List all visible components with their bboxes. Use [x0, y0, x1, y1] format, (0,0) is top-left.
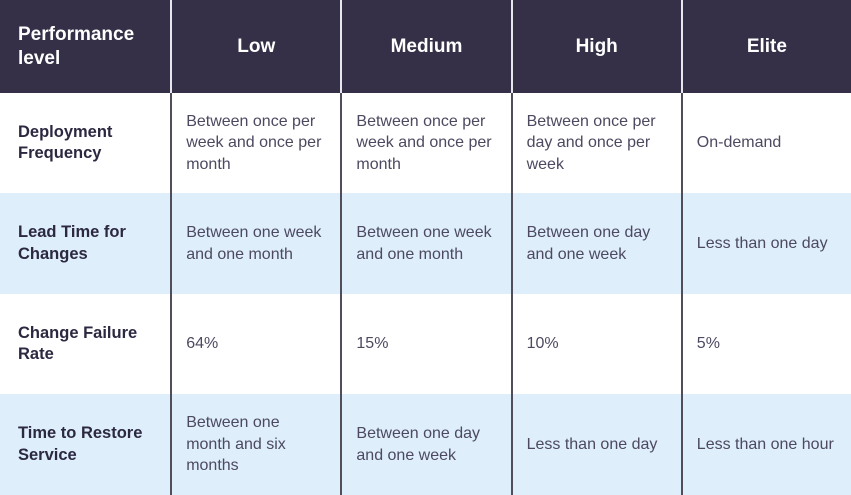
- change-failure-rate-medium-cell: 15%: [340, 294, 511, 394]
- cell-text: Between once per week and once per month: [186, 112, 322, 173]
- cell-text: Between once per week and once per month: [356, 112, 492, 173]
- cell-text: Between one day and one week: [356, 424, 481, 464]
- row-label-deployment-frequency: Deployment Frequency: [0, 93, 171, 193]
- cell-text: Between one month and six months: [186, 414, 286, 475]
- change-failure-rate-high-cell: 10%: [510, 294, 681, 394]
- row-label-change-failure-rate: Change Failure Rate: [0, 294, 171, 394]
- header-label: High: [575, 35, 618, 57]
- deployment-frequency-elite-cell: On-demand: [680, 93, 851, 193]
- cell-text: Between once per day and once per week: [526, 112, 656, 173]
- row-label-lead-time-for-changes: Lead Time for Changes: [0, 193, 171, 294]
- lead-time-low-cell: Between one week and one month: [170, 193, 341, 294]
- lead-time-elite-cell: Less than one day: [680, 193, 851, 294]
- row-label-text: Change Failure Rate: [18, 323, 138, 363]
- header-label: Performance level: [18, 23, 135, 69]
- time-to-restore-medium-cell: Between one day and one week: [340, 394, 511, 495]
- cell-text: 15%: [356, 335, 389, 353]
- header-label: Low: [237, 35, 276, 57]
- header-cell-high: High: [510, 0, 681, 93]
- deployment-frequency-medium-cell: Between once per week and once per month: [340, 93, 511, 193]
- header-label: Medium: [390, 35, 463, 57]
- header-cell-performance-level: Performance level: [0, 0, 171, 93]
- lead-time-medium-cell: Between one week and one month: [340, 193, 511, 294]
- cell-text: Between one week and one month: [356, 223, 492, 263]
- lead-time-high-cell: Between one day and one week: [510, 193, 681, 294]
- row-label-text: Deployment Frequency: [18, 122, 113, 162]
- cell-text: Between one week and one month: [186, 223, 322, 263]
- cell-text: 64%: [186, 335, 219, 353]
- row-label-text: Lead Time for Changes: [18, 223, 126, 263]
- change-failure-rate-elite-cell: 5%: [680, 294, 851, 394]
- change-failure-rate-low-cell: 64%: [170, 294, 341, 394]
- cell-text: Less than one day: [696, 234, 828, 252]
- cell-text: 10%: [526, 335, 559, 353]
- deployment-frequency-low-cell: Between once per week and once per month: [170, 93, 341, 193]
- header-cell-low: Low: [170, 0, 341, 93]
- cell-text: On-demand: [696, 134, 782, 152]
- deployment-frequency-high-cell: Between once per day and once per week: [510, 93, 681, 193]
- time-to-restore-low-cell: Between one month and six months: [170, 394, 341, 495]
- row-label-time-to-restore-service: Time to Restore Service: [0, 394, 171, 495]
- time-to-restore-elite-cell: Less than one hour: [680, 394, 851, 495]
- header-cell-medium: Medium: [340, 0, 511, 93]
- header-cell-elite: Elite: [680, 0, 851, 93]
- row-label-text: Time to Restore Service: [18, 424, 143, 464]
- cell-text: Less than one hour: [696, 435, 834, 453]
- cell-text: Less than one day: [526, 435, 658, 453]
- header-label: Elite: [746, 35, 787, 57]
- cell-text: Between one day and one week: [526, 223, 651, 263]
- time-to-restore-high-cell: Less than one day: [510, 394, 681, 495]
- cell-text: 5%: [696, 335, 720, 353]
